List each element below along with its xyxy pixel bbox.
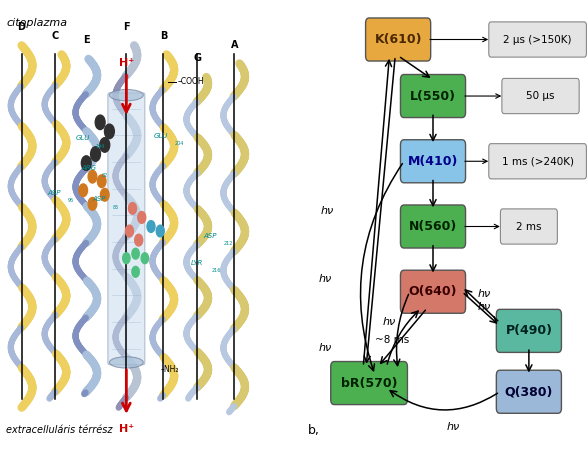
Text: E: E [83,35,90,45]
Text: hν: hν [319,274,332,284]
FancyBboxPatch shape [502,78,579,114]
Text: –NH₂: –NH₂ [160,365,179,374]
Text: 50 μs: 50 μs [527,91,555,101]
Circle shape [100,188,109,201]
Text: F: F [123,22,130,32]
Text: ~8 ms: ~8 ms [375,335,410,345]
Circle shape [90,147,100,161]
Text: P(490): P(490) [505,324,552,337]
FancyBboxPatch shape [497,370,561,413]
Text: 96: 96 [68,198,74,203]
Text: hν: hν [321,206,333,216]
Circle shape [97,175,106,188]
Text: H⁺: H⁺ [119,424,134,434]
Text: 216: 216 [211,268,221,273]
Circle shape [156,225,164,237]
Text: ASP: ASP [204,232,217,239]
Circle shape [126,225,133,237]
Text: bR(570): bR(570) [341,376,397,390]
Text: citoplazma: citoplazma [6,18,68,28]
Circle shape [129,202,137,214]
Text: ARG: ARG [82,164,97,171]
Text: hν: hν [477,289,491,299]
Text: extracelluláris térrész: extracelluláris térrész [6,425,113,435]
Text: 82: 82 [102,173,108,178]
Circle shape [123,253,130,264]
Text: GLU: GLU [76,135,90,141]
Ellipse shape [109,89,143,101]
Text: hν: hν [383,317,396,327]
Circle shape [88,198,97,210]
Text: 194: 194 [96,144,105,149]
FancyBboxPatch shape [330,361,407,405]
Text: K(610): K(610) [375,33,422,46]
FancyBboxPatch shape [400,74,465,118]
Text: hν: hν [477,302,491,312]
Circle shape [141,253,149,264]
Text: N(560): N(560) [409,220,457,233]
Circle shape [104,124,114,139]
Text: C: C [52,31,59,41]
Text: B: B [160,31,167,41]
Text: ASP: ASP [48,189,61,196]
Text: Q(380): Q(380) [505,385,553,398]
Ellipse shape [109,357,143,368]
FancyBboxPatch shape [400,205,465,248]
Circle shape [138,212,146,223]
Text: H⁺: H⁺ [119,58,134,68]
Text: D: D [18,22,26,32]
Text: 204: 204 [174,141,184,146]
FancyBboxPatch shape [489,22,586,57]
Text: M(410): M(410) [408,155,458,168]
FancyBboxPatch shape [108,93,145,365]
Text: 212: 212 [224,241,233,246]
Text: 85: 85 [113,205,119,210]
Text: O(640): O(640) [409,285,457,298]
Circle shape [134,234,143,246]
Text: 2 ms: 2 ms [516,222,542,231]
Circle shape [132,248,139,259]
Text: b,: b, [308,424,320,438]
Text: 1 ms (>240K): 1 ms (>240K) [502,156,573,166]
FancyBboxPatch shape [500,209,558,244]
Circle shape [95,115,105,130]
Text: A: A [231,40,238,50]
Circle shape [132,266,139,277]
Text: hν: hν [447,422,460,432]
Circle shape [79,184,87,197]
FancyBboxPatch shape [497,309,561,352]
Circle shape [82,156,91,170]
FancyBboxPatch shape [366,18,431,61]
FancyBboxPatch shape [489,144,586,179]
Circle shape [100,138,110,152]
Circle shape [88,170,97,183]
Text: –COOH: –COOH [177,77,204,86]
Text: hν: hν [319,343,332,353]
Text: ASP: ASP [93,196,106,202]
Text: 2 μs (>150K): 2 μs (>150K) [504,34,572,44]
Circle shape [147,221,155,232]
FancyBboxPatch shape [400,270,465,313]
Text: LYR: LYR [191,260,204,266]
Text: G: G [193,53,201,63]
Text: GLU: GLU [154,133,168,139]
FancyBboxPatch shape [400,140,465,183]
Text: L(550): L(550) [410,90,456,102]
